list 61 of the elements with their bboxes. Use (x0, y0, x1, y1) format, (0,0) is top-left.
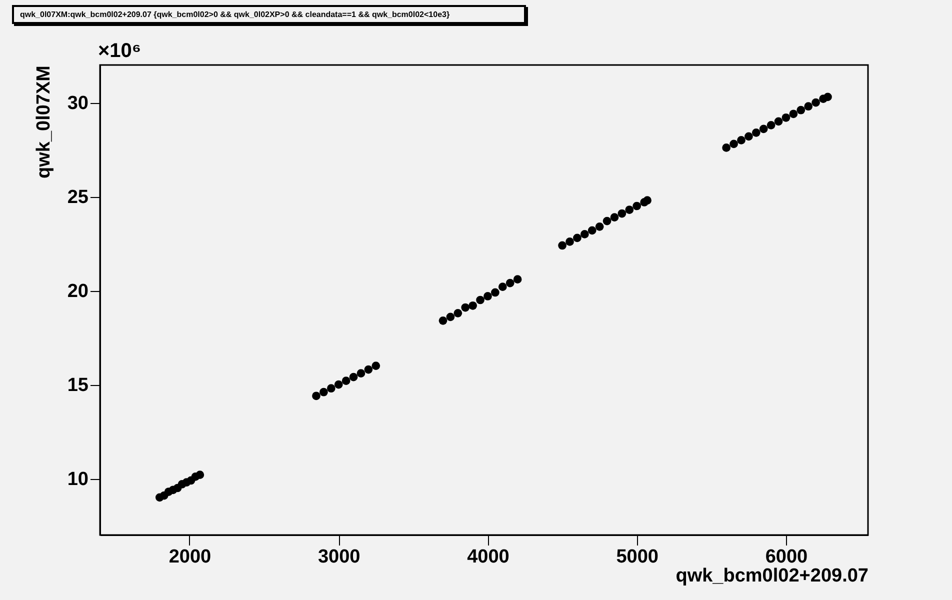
point (789, 110, 798, 118)
point (618, 209, 626, 218)
point (595, 222, 604, 231)
y-axis-title: qwk_0l07XM (33, 66, 54, 178)
point (573, 234, 582, 242)
point (349, 372, 358, 382)
point (196, 470, 204, 480)
point (752, 128, 760, 137)
point (610, 213, 619, 222)
point (566, 238, 574, 246)
point (824, 92, 832, 102)
point (320, 388, 328, 396)
point (737, 136, 746, 144)
point (342, 376, 350, 386)
point (446, 312, 455, 322)
point (484, 292, 492, 300)
text: ×10⁶ (98, 40, 142, 62)
point (625, 206, 634, 214)
point (722, 144, 731, 152)
point (312, 392, 320, 400)
point (730, 140, 738, 148)
x-tick-label: 2000 (168, 546, 212, 568)
point (461, 303, 470, 312)
point (782, 113, 790, 122)
point (643, 196, 652, 205)
y-tick-label: 20 (67, 281, 88, 302)
point (513, 275, 522, 284)
point (759, 124, 768, 134)
point (491, 288, 500, 297)
x-axis-title: qwk_bcm0l02+209.07 (676, 566, 868, 586)
point (580, 230, 589, 238)
point (804, 102, 813, 111)
point (454, 308, 462, 318)
x-tick-label: 3000 (318, 546, 360, 568)
y-tick-label: 25 (67, 187, 89, 208)
chart-title: qwk_0l07XM:qwk_bcm0l02+209.07 {qwk_bcm0l02>0 && qwk_0l02XP>0 && cleandata==1 && qwk_bcm0l02<10e3} (12, 5, 526, 24)
y-tick-label: 10 (67, 469, 88, 490)
y-tick-label: 15 (67, 375, 89, 396)
point (334, 380, 343, 389)
point (588, 226, 596, 235)
point (498, 282, 507, 292)
x-tick-label: 4000 (467, 546, 510, 568)
point (766, 120, 776, 130)
point (602, 216, 612, 226)
point (506, 278, 514, 288)
point (774, 117, 783, 126)
point (438, 316, 448, 325)
x-tick-label: 6000 (765, 546, 808, 568)
point (744, 132, 753, 141)
point (558, 241, 566, 250)
point (476, 296, 484, 304)
point (326, 384, 336, 393)
point (812, 98, 820, 107)
point (372, 362, 380, 370)
point (468, 301, 477, 310)
y-tick-label: 30 (67, 93, 88, 114)
point (796, 106, 806, 114)
point (364, 365, 373, 374)
point (632, 202, 642, 210)
point (356, 369, 366, 378)
x-tick-label: 5000 (616, 546, 658, 568)
